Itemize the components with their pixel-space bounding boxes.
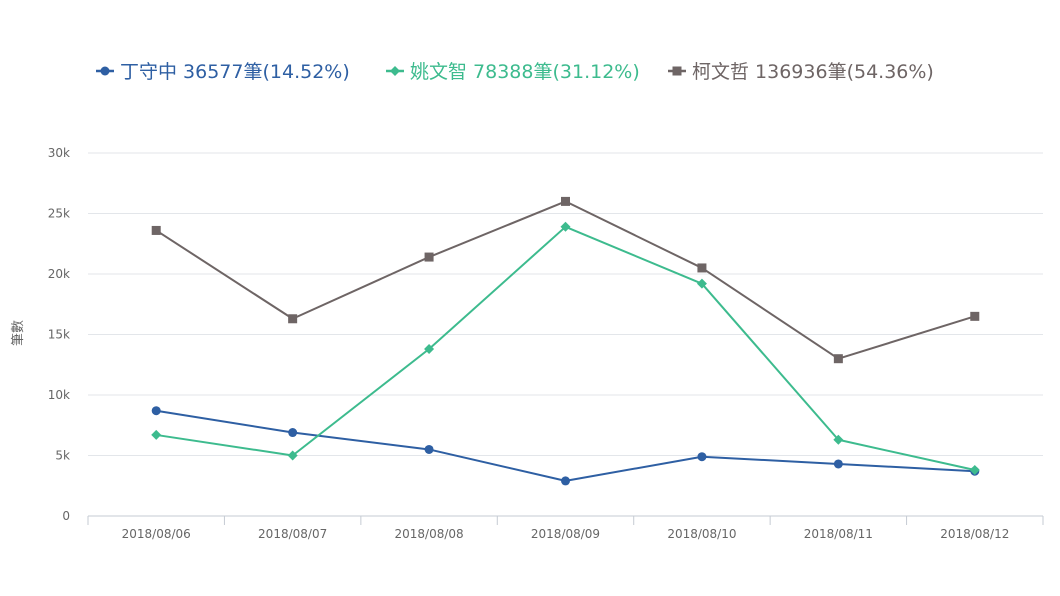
y-tick-label: 25k bbox=[48, 207, 70, 221]
legend-item: 丁守中 36577筆(14.52%) bbox=[96, 61, 350, 83]
legend-label: 姚文智 78388筆(31.12%) bbox=[410, 61, 640, 83]
data-point bbox=[424, 444, 434, 454]
data-point bbox=[697, 263, 707, 273]
data-point bbox=[151, 429, 162, 440]
y-axis: 0 5k 10k 15k 20k 25k 30k bbox=[48, 146, 70, 523]
data-point bbox=[287, 450, 298, 461]
data-point bbox=[288, 314, 298, 324]
data-point bbox=[151, 225, 161, 235]
data-point bbox=[560, 221, 571, 232]
legend-item: 姚文智 78388筆(31.12%) bbox=[386, 61, 640, 83]
series-line bbox=[156, 225, 976, 471]
data-point bbox=[561, 196, 570, 206]
legend-item: 柯文哲 136936筆(54.36%) bbox=[668, 61, 934, 83]
y-tick-label: 15k bbox=[48, 328, 70, 342]
data-point bbox=[833, 434, 844, 445]
y-tick-label: 10k bbox=[48, 388, 70, 402]
data-point bbox=[288, 428, 298, 438]
data-point bbox=[696, 278, 707, 289]
data-point bbox=[561, 476, 570, 486]
data-point bbox=[969, 465, 980, 476]
x-tick-label: 2018/08/09 bbox=[531, 527, 600, 541]
legend-label: 柯文哲 136936筆(54.36%) bbox=[692, 61, 934, 83]
x-tick-label: 2018/08/06 bbox=[122, 527, 191, 541]
x-tick-label: 2018/08/12 bbox=[940, 527, 1009, 541]
legend-marker bbox=[100, 66, 110, 76]
legend-label: 丁守中 36577筆(14.52%) bbox=[120, 61, 350, 83]
legend: 丁守中 36577筆(14.52%) 姚文智 78388筆(31.12%) 柯文哲 … bbox=[96, 61, 934, 83]
series-line bbox=[156, 409, 975, 482]
data-point bbox=[424, 252, 434, 262]
y-tick-label: 0 bbox=[62, 509, 70, 523]
data-point bbox=[970, 311, 980, 321]
y-axis-label: 筆數 bbox=[11, 320, 26, 346]
x-tick-label: 2018/08/11 bbox=[804, 527, 873, 541]
x-tick-label: 2018/08/08 bbox=[394, 527, 463, 541]
series bbox=[151, 406, 980, 486]
x-tick-labels: 2018/08/06 2018/08/07 2018/08/08 2018/08/09… bbox=[122, 527, 1010, 541]
gridlines bbox=[88, 152, 1043, 456]
y-tick-label: 5k bbox=[55, 449, 70, 463]
x-tick-label: 2018/08/07 bbox=[258, 527, 327, 541]
x-axis bbox=[87, 515, 1044, 525]
data-point bbox=[151, 406, 161, 416]
series bbox=[151, 196, 980, 364]
legend-marker bbox=[390, 66, 400, 76]
series-group bbox=[151, 196, 980, 486]
y-tick-label: 30k bbox=[48, 146, 70, 160]
legend-marker bbox=[672, 66, 682, 76]
y-tick-label: 20k bbox=[48, 267, 70, 281]
data-point bbox=[697, 452, 707, 462]
data-point bbox=[833, 354, 843, 364]
data-point bbox=[833, 459, 843, 469]
data-point bbox=[424, 344, 435, 355]
series bbox=[151, 221, 980, 476]
x-tick-label: 2018/08/10 bbox=[667, 527, 736, 541]
